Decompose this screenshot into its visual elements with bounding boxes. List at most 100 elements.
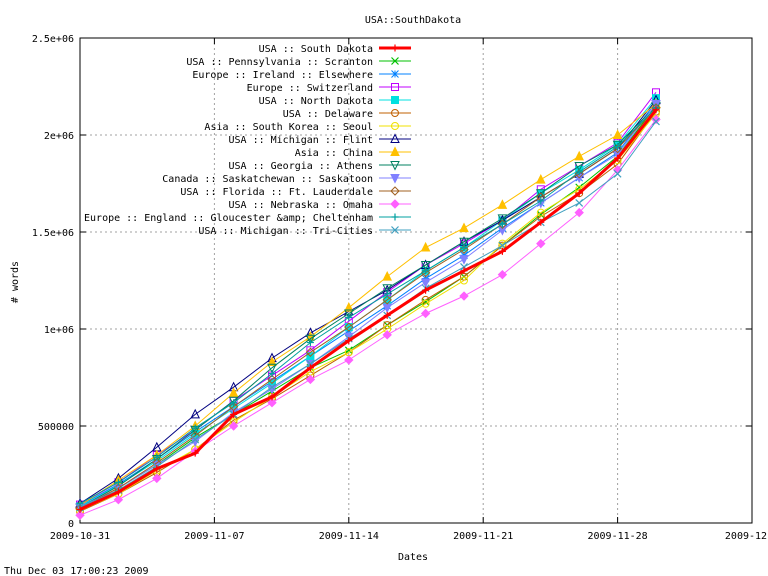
data-point	[421, 297, 430, 306]
legend-entry: USA :: Delaware	[283, 109, 411, 120]
data-point	[536, 238, 546, 249]
legend-entry: Canada :: Saskatchewan :: Saskatoon	[162, 174, 411, 185]
legend-marker	[390, 186, 400, 196]
data-point	[383, 290, 391, 298]
data-point	[497, 269, 508, 280]
data-point	[460, 267, 468, 275]
legend-label: Europe :: England :: Gloucester &amp; Ch…	[84, 213, 373, 224]
data-point	[614, 143, 622, 151]
data-point	[228, 421, 239, 431]
data-point	[574, 150, 585, 161]
series-line	[79, 105, 657, 508]
data-point	[306, 339, 314, 347]
data-point	[652, 117, 660, 126]
data-point	[459, 255, 469, 265]
y-tick-label: 2.5e+06	[32, 34, 74, 45]
data-point	[422, 286, 430, 294]
data-point	[497, 214, 508, 225]
y-tick-label: 500000	[38, 422, 74, 433]
data-point	[230, 410, 238, 418]
legend-entry: USA :: Michigan :: Tri-Cities	[198, 226, 411, 237]
legend-marker	[391, 57, 399, 65]
data-point	[537, 197, 545, 205]
legend-entry: USA :: Michigan :: Flint	[229, 133, 411, 146]
data-point	[422, 267, 430, 275]
legend-entry: USA :: Florida :: Ft. Lauderdale	[180, 186, 411, 198]
legend-label: USA :: Pennsylvania :: Scranton	[186, 57, 373, 68]
legend-marker	[391, 70, 399, 78]
data-point	[267, 374, 277, 385]
data-point	[191, 435, 200, 444]
legend-marker	[391, 44, 399, 52]
data-point	[267, 363, 277, 374]
data-point	[575, 198, 584, 207]
data-point	[228, 401, 239, 412]
data-point	[382, 284, 393, 294]
data-point	[498, 220, 506, 228]
series-line	[79, 107, 657, 509]
legend-label: USA :: Nebraska :: Omaha	[229, 200, 374, 211]
data-point	[535, 174, 546, 184]
data-point	[420, 268, 431, 278]
legend-marker	[391, 109, 399, 117]
data-point	[575, 168, 583, 176]
legend-label: Canada :: Saskatchewan :: Saskatoon	[162, 174, 373, 185]
legend-label: USA :: Florida :: Ft. Lauderdale	[180, 187, 373, 198]
legend-label: Asia :: China	[295, 148, 373, 159]
data-point	[152, 473, 162, 484]
data-point	[382, 330, 392, 340]
data-point	[535, 189, 546, 199]
data-point	[305, 374, 316, 385]
axis-ticks: 0 500000 1e+06 1.5e+06 2e+06 2.5e+06 2009-10-3…	[32, 34, 768, 542]
data-point	[420, 241, 431, 252]
data-point	[345, 313, 353, 321]
legend-entry: USA :: South Dakota	[259, 44, 411, 55]
series-line	[79, 97, 657, 507]
data-point	[268, 370, 276, 378]
data-point	[612, 129, 623, 139]
data-point	[114, 488, 122, 496]
legend-label: Europe :: Ireland :: Elsewhere	[192, 70, 373, 81]
series	[76, 106, 660, 513]
legend-marker	[390, 146, 400, 156]
data-point	[153, 465, 161, 473]
legend-marker	[391, 226, 399, 234]
data-point	[575, 189, 583, 197]
legend-marker	[390, 174, 400, 184]
data-point	[420, 260, 431, 271]
data-point	[305, 347, 316, 357]
data-point	[613, 169, 622, 178]
data-point	[382, 271, 393, 281]
x-tick-label: 2009-11-28	[587, 531, 647, 542]
y-tick-label: 2e+06	[44, 131, 74, 142]
legend-marker	[390, 133, 400, 143]
plot-border	[79, 37, 753, 524]
legend-entry: Europe :: England :: Gloucester &amp; Ch…	[84, 213, 411, 224]
data-point	[267, 398, 277, 408]
data-point	[612, 143, 623, 154]
data-point	[574, 162, 585, 172]
data-point	[230, 399, 238, 407]
data-point	[537, 218, 545, 226]
y-tick-label: 0	[68, 519, 74, 530]
data-point	[383, 311, 391, 319]
data-point	[459, 244, 469, 255]
series-group	[75, 88, 661, 520]
series-line	[79, 108, 658, 511]
legend-marker	[390, 161, 400, 171]
legend-entry: Asia :: China	[295, 146, 411, 159]
data-point	[497, 199, 508, 209]
data-point	[536, 208, 545, 217]
data-point	[574, 207, 584, 218]
x-axis-label: Dates	[398, 552, 428, 563]
data-point	[267, 356, 277, 366]
chart-title: USA::SouthDakota	[365, 15, 461, 26]
data-point	[114, 478, 122, 486]
data-point	[344, 346, 353, 355]
legend-label: USA :: Michigan :: Tri-Cities	[198, 226, 373, 237]
legend-entry: USA :: Pennsylvania :: Scranton	[186, 57, 411, 68]
timestamp-footer: Thu Dec 03 17:00:23 2009	[4, 566, 149, 576]
legend-entry: Europe :: Ireland :: Elsewhere	[192, 70, 411, 81]
data-point	[459, 291, 469, 301]
